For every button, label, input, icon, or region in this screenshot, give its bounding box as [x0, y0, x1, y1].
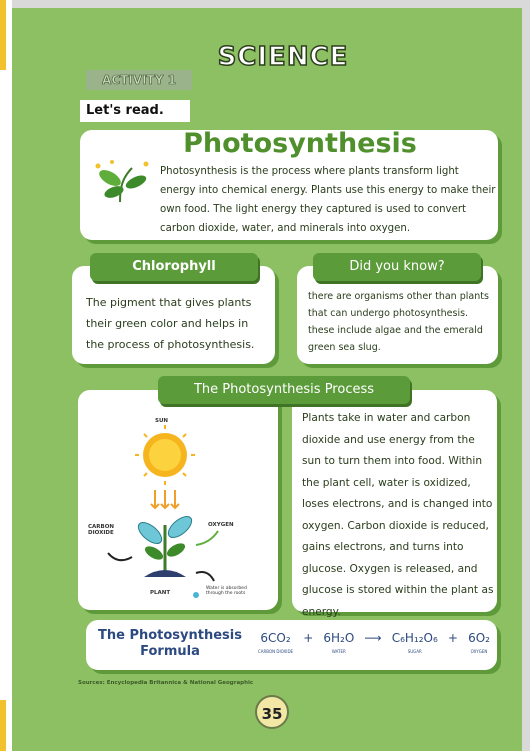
- chlorophyll-text: The pigment that gives plants their gree…: [86, 292, 266, 355]
- oxygen-label: OXYGEN: [208, 522, 234, 528]
- equation-label: WATER: [332, 649, 346, 654]
- chlorophyll-title: Chlorophyll: [90, 253, 258, 281]
- equation-term: +: [303, 630, 313, 646]
- equation-text: ⟶: [364, 630, 381, 646]
- process-diagram: [78, 405, 278, 610]
- equation: 6CO₂ CARBON DIOXIDE +6H₂O WATER ⟶ C₆H₁₂O₆ SUGA…: [258, 630, 490, 654]
- page-number: 35: [255, 695, 289, 729]
- water-label: Water is absorbed through the roots: [206, 586, 264, 596]
- equation-term: 6H₂O WATER: [323, 630, 354, 654]
- intro-text: Photosynthesis is the process where plan…: [160, 162, 496, 238]
- subject-title: SCIENCE: [180, 42, 386, 72]
- page: SCIENCE ACTIVITY 1 Let's read. Photosynt…: [0, 0, 530, 751]
- equation-term: C₆H₁₂O₆ SUGAR: [392, 630, 438, 654]
- equation-label: SUGAR: [408, 649, 422, 654]
- sources: Sources: Encyclopedia Britannica & Natio…: [78, 680, 253, 686]
- tab: [0, 700, 6, 751]
- process-title: The Photosynthesis Process: [158, 376, 410, 404]
- activity-label: ACTIVITY 1: [86, 70, 192, 90]
- plant-label: PLANT: [150, 590, 170, 596]
- equation-text: +: [303, 630, 313, 646]
- prompt-label: Let's read.: [80, 100, 190, 122]
- equation-label: OXYGEN: [471, 649, 488, 654]
- equation-term: ⟶: [364, 630, 381, 646]
- equation-term: 6O₂ OXYGEN: [468, 630, 490, 654]
- equation-term: +: [448, 630, 458, 646]
- tab: [0, 0, 6, 70]
- equation-text: C₆H₁₂O₆: [392, 630, 438, 646]
- formula-title: The Photosynthesis Formula: [96, 628, 244, 660]
- co2-label: CARBON DIOXIDE: [88, 524, 128, 536]
- plant-icon: [92, 158, 152, 204]
- page-edge: [0, 0, 12, 751]
- intro-title: Photosynthesis: [150, 128, 450, 159]
- process-text: Plants take in water and carbon dioxide …: [302, 408, 496, 623]
- did-you-know-text: there are organisms other than plants th…: [308, 288, 496, 356]
- equation-text: 6CO₂: [260, 630, 290, 646]
- sun-label: SUN: [155, 418, 168, 424]
- equation-term: 6CO₂ CARBON DIOXIDE: [258, 630, 293, 654]
- equation-text: 6O₂: [468, 630, 490, 646]
- equation-text: +: [448, 630, 458, 646]
- did-you-know-title: Did you know?: [313, 253, 481, 281]
- equation-text: 6H₂O: [323, 630, 354, 646]
- equation-label: CARBON DIOXIDE: [258, 649, 293, 654]
